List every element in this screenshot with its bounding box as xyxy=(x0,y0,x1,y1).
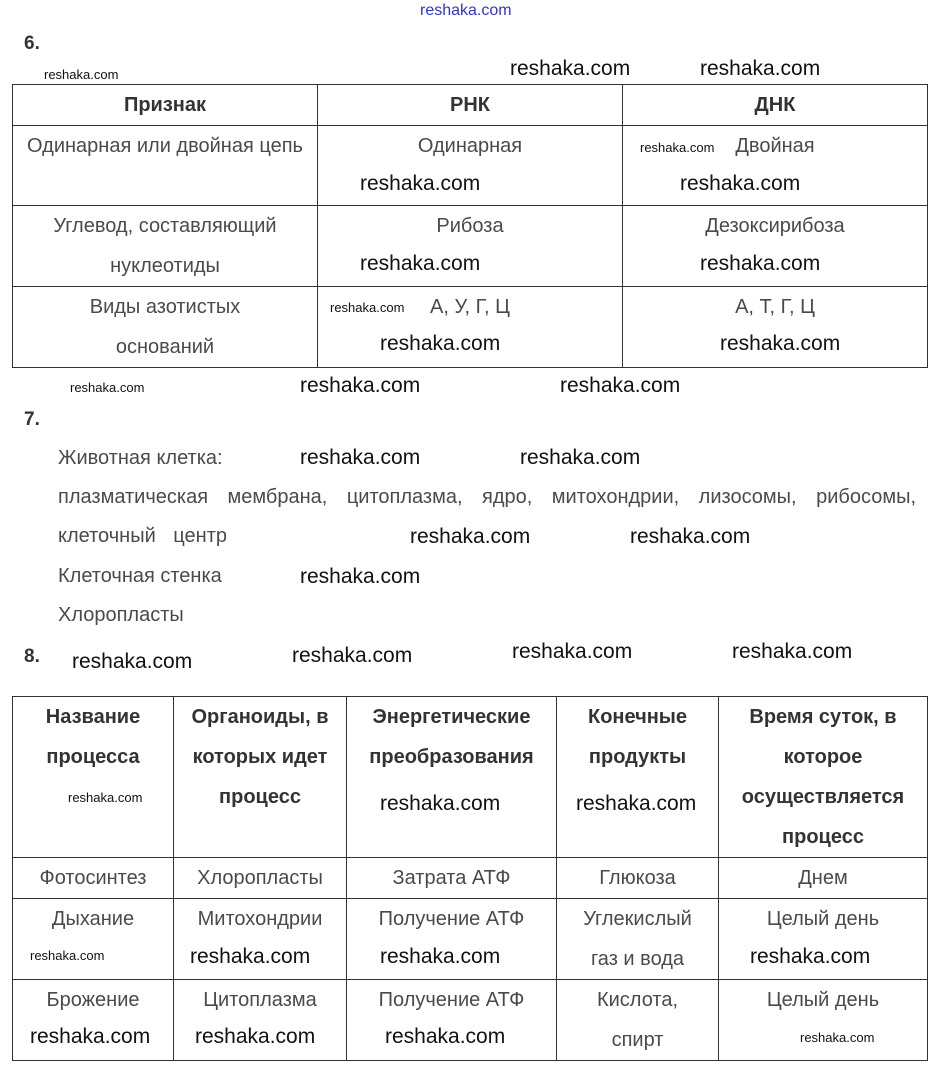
cell: Митохондрии xyxy=(173,898,347,980)
watermark: reshaka.com xyxy=(190,945,311,968)
watermark: reshaka.com xyxy=(44,67,119,82)
cell: А, У, Г, Ц xyxy=(317,286,623,368)
cell: Целый день xyxy=(718,898,928,980)
watermark: reshaka.com xyxy=(70,380,145,395)
table-row: Виды азотистых оснований А, У, Г, Ц А, Т… xyxy=(12,286,928,368)
watermark: reshaka.com xyxy=(360,172,481,195)
cell: Кислота, спирт xyxy=(556,979,719,1061)
watermark: reshaka.com xyxy=(380,945,501,968)
watermark: reshaka.com xyxy=(72,650,193,673)
watermark: reshaka.com xyxy=(300,565,421,588)
watermark: reshaka.com xyxy=(195,1025,316,1048)
table-row: Дыхание Митохондрии Получение АТФ Углеки… xyxy=(12,898,928,980)
watermark: reshaka.com xyxy=(510,57,631,80)
table-row: Фотосинтез Хлоропласты Затрата АТФ Глюко… xyxy=(12,857,928,899)
watermark: reshaka.com xyxy=(800,1030,875,1045)
text-line: Животная клетка: xyxy=(58,447,223,469)
watermark: reshaka.com xyxy=(520,446,641,469)
cell: Рибоза xyxy=(317,205,623,287)
watermark: reshaka.com xyxy=(292,644,413,667)
watermark: reshaka.com xyxy=(512,640,633,663)
watermark: reshaka.com xyxy=(30,1025,151,1048)
watermark: reshaka.com xyxy=(300,374,421,397)
cell: Целый день xyxy=(718,979,928,1061)
cell: Получение АТФ xyxy=(346,979,557,1061)
cell: Брожение xyxy=(12,979,174,1061)
header-cell: Органоиды, в которых идет процесс xyxy=(173,696,347,858)
watermark: reshaka.com xyxy=(630,525,751,548)
watermark: reshaka.com xyxy=(30,948,105,963)
header-cell: Признак xyxy=(12,84,318,126)
table-header-row: Признак РНК ДНК xyxy=(12,84,928,126)
cell: Дезоксирибоза xyxy=(622,205,928,287)
task-6-number: 6. xyxy=(24,33,40,54)
task-7-number: 7. xyxy=(24,409,40,430)
cell: Виды азотистых оснований xyxy=(12,286,318,368)
watermark: reshaka.com xyxy=(720,332,841,355)
task-8-number: 8. xyxy=(24,646,40,667)
table-row: Углевод, составляющий нуклеотиды Рибоза … xyxy=(12,205,928,287)
cell: Двойная xyxy=(622,125,928,206)
table-row: Брожение Цитоплазма Получение АТФ Кислот… xyxy=(12,979,928,1061)
cell: А, Т, Г, Ц xyxy=(622,286,928,368)
header-cell: Конечные продукты xyxy=(556,696,719,858)
task-6-table: Признак РНК ДНК Одинарная или двойная це… xyxy=(12,84,928,368)
watermark: reshaka.com xyxy=(300,446,421,469)
watermark: reshaka.com xyxy=(700,252,821,275)
watermark: reshaka.com xyxy=(380,332,501,355)
watermark: reshaka.com xyxy=(380,792,501,815)
table-row: Одинарная или двойная цепь Одинарная Дво… xyxy=(12,125,928,206)
watermark: reshaka.com xyxy=(330,300,405,315)
header-cell: Время суток, в которое осуществляется пр… xyxy=(718,696,928,858)
watermark: reshaka.com xyxy=(410,525,531,548)
watermark: reshaka.com xyxy=(750,945,871,968)
header-cell: Название процесса xyxy=(12,696,174,858)
header-cell: ДНК xyxy=(622,84,928,126)
cell: Цитоплазма xyxy=(173,979,347,1061)
watermark: reshaka.com xyxy=(68,790,143,805)
text-paragraph: плазматическая мембрана, цитоплазма, ядр… xyxy=(58,486,916,547)
cell: Углевод, составляющий нуклеотиды xyxy=(12,205,318,287)
cell: Днем xyxy=(718,857,928,899)
header-cell: РНК xyxy=(317,84,623,126)
watermark: reshaka.com xyxy=(576,792,697,815)
cell: Затрата АТФ xyxy=(346,857,557,899)
cell: Получение АТФ xyxy=(346,898,557,980)
cell: Одинарная или двойная цепь xyxy=(12,125,318,206)
cell: Дыхание xyxy=(12,898,174,980)
watermark: reshaka.com xyxy=(700,57,821,80)
text-line: Клеточная стенка xyxy=(58,565,222,587)
cell: Хлоропласты xyxy=(173,857,347,899)
text-line: Хлоропласты xyxy=(58,604,184,626)
cell: Глюкоза xyxy=(556,857,719,899)
header-cell: Энергетические преобразования xyxy=(346,696,557,858)
cell: Фотосинтез xyxy=(12,857,174,899)
watermark: reshaka.com xyxy=(420,2,512,19)
cell: Одинарная xyxy=(317,125,623,206)
watermark: reshaka.com xyxy=(360,252,481,275)
task-8-table: Название процесса Органоиды, в которых и… xyxy=(12,696,928,1061)
watermark: reshaka.com xyxy=(680,172,801,195)
watermark: reshaka.com xyxy=(560,374,681,397)
watermark: reshaka.com xyxy=(732,640,853,663)
cell: Углекислый газ и вода xyxy=(556,898,719,980)
table-header-row: Название процесса Органоиды, в которых и… xyxy=(12,696,928,858)
watermark: reshaka.com xyxy=(640,140,715,155)
watermark: reshaka.com xyxy=(385,1025,506,1048)
